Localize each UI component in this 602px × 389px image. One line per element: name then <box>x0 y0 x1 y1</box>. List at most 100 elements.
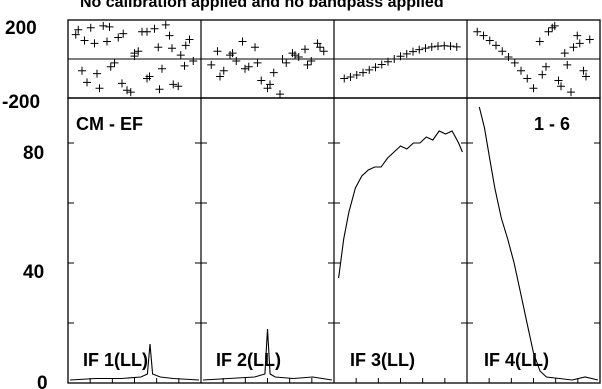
phase-point <box>346 72 355 81</box>
phase-point <box>174 82 183 91</box>
phase-point <box>498 47 507 56</box>
phase-point <box>110 58 119 67</box>
phase-point <box>154 43 163 52</box>
phase-point <box>544 27 553 36</box>
phase-point <box>365 65 374 74</box>
chart-title: No calibration applied and no bandpass a… <box>80 0 444 11</box>
phase-point <box>130 52 139 61</box>
phase-point <box>119 29 128 38</box>
phase-point <box>340 74 349 83</box>
phase-point <box>319 47 328 56</box>
phase-point <box>168 44 176 53</box>
channel-range-label: 1 - 6 <box>534 114 570 134</box>
phase-point <box>74 25 83 34</box>
phase-point <box>238 37 247 46</box>
phase-point <box>535 37 544 46</box>
phase-point <box>86 23 95 32</box>
phase-point <box>569 43 578 52</box>
phase-point <box>169 80 178 89</box>
phase-point <box>352 70 361 79</box>
amp-ytick-80: 80 <box>23 143 44 164</box>
phase-point <box>377 60 386 69</box>
amplitude-line-3 <box>338 130 463 279</box>
phase-point <box>134 47 143 56</box>
panel-label-if3: IF 3(LL) <box>350 350 415 370</box>
phase-point <box>93 69 101 78</box>
phase-series-3 <box>340 41 461 83</box>
phase-point <box>582 72 590 81</box>
phase-point <box>126 88 135 97</box>
phase-point <box>301 45 309 54</box>
phase-point <box>207 60 216 69</box>
phase-point <box>479 31 488 40</box>
phase-point <box>106 62 115 71</box>
phase-point <box>557 82 565 91</box>
phase-point <box>181 41 190 50</box>
phase-point <box>563 60 572 69</box>
phase-point <box>510 58 519 67</box>
phase-point <box>567 88 575 97</box>
phase-point <box>282 58 291 67</box>
phase-point <box>185 35 194 44</box>
phase-series-4 <box>473 21 594 97</box>
phase-point <box>155 85 164 94</box>
phase-point <box>71 30 80 39</box>
phase-point <box>232 56 241 65</box>
phase-point <box>266 80 274 89</box>
phase-point <box>143 74 151 83</box>
phase-point <box>554 76 563 85</box>
phase-point <box>143 27 151 36</box>
phase-ytick-bottom: -200 <box>2 92 40 113</box>
phase-point <box>291 51 299 60</box>
phase-point <box>316 43 324 52</box>
phase-point <box>446 42 455 51</box>
phase-point <box>83 78 91 87</box>
phase-point <box>180 61 189 70</box>
panel-frames <box>67 19 601 384</box>
phase-point <box>123 86 131 95</box>
phase-point <box>78 66 86 75</box>
phase-point <box>228 49 237 58</box>
phase-point <box>114 33 123 42</box>
phase-point <box>251 43 259 52</box>
phase-point <box>538 70 547 79</box>
phase-point <box>575 39 584 48</box>
phase-point <box>189 56 198 65</box>
phase-point <box>99 21 108 30</box>
phase-point <box>421 44 430 53</box>
amplitude-line-4 <box>478 106 599 381</box>
phase-point <box>269 68 278 77</box>
phase-point <box>390 55 399 63</box>
amplitude-line-2 <box>202 328 333 381</box>
phase-point <box>303 60 312 69</box>
phase-point <box>585 35 594 44</box>
amp-ytick-0: 0 <box>37 373 48 389</box>
phase-point <box>523 74 532 83</box>
phase-point <box>103 37 111 46</box>
data-layer <box>69 20 599 381</box>
amp-ytick-40: 40 <box>23 262 44 283</box>
panel-label-if4: IF 4(LL) <box>484 350 549 370</box>
panel-label-if2: IF 2(LL) <box>216 350 281 370</box>
phase-point <box>276 90 284 99</box>
phase-point <box>415 45 424 54</box>
phase-point <box>384 57 392 66</box>
phase-point <box>504 53 513 62</box>
phase-point <box>118 79 126 88</box>
phase-point <box>158 64 166 73</box>
phase-point <box>95 84 104 93</box>
phase-point <box>294 53 303 62</box>
phase-point <box>427 42 436 51</box>
phase-point <box>517 66 525 75</box>
phase-point <box>219 66 228 75</box>
phase-point <box>150 24 159 33</box>
panel-label-if1: IF 1(LL) <box>83 350 148 370</box>
phase-series-2 <box>207 37 328 99</box>
amplitude-line-1 <box>69 343 200 381</box>
phase-point <box>560 49 569 58</box>
phase-point <box>176 51 185 60</box>
phase-point <box>165 31 174 40</box>
phase-point <box>402 49 411 58</box>
phase-point <box>105 22 114 31</box>
